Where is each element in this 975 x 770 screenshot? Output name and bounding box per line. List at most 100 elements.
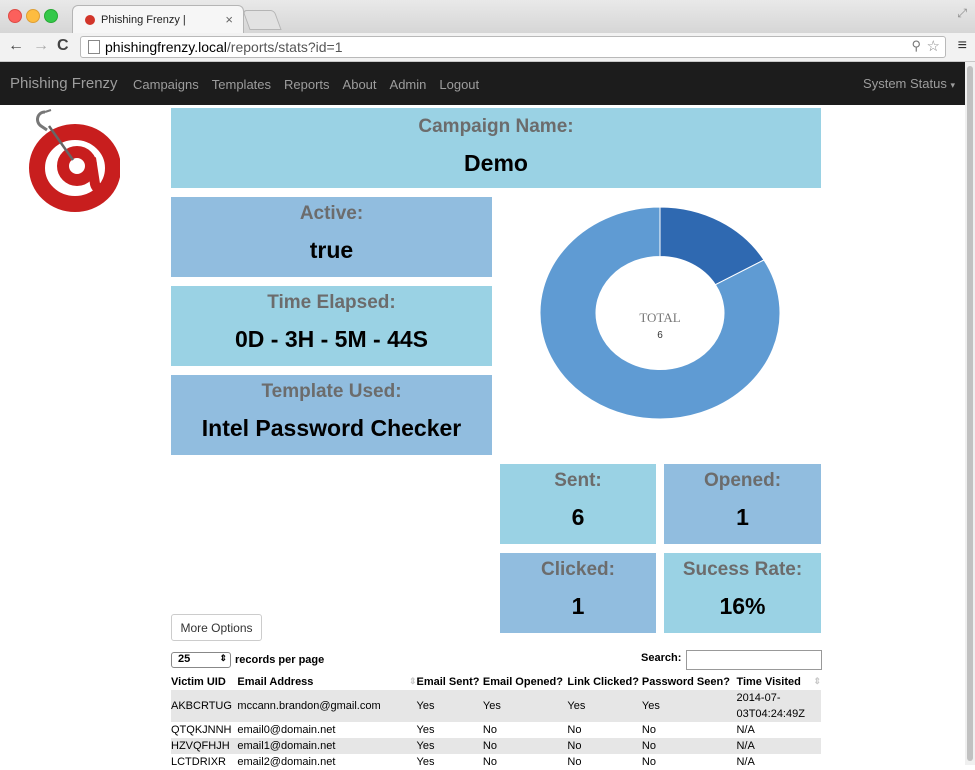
col-time-visited[interactable]: Time Visited ⇕ xyxy=(736,676,821,688)
table-header-row: Victim UID Email Address ⇕ Email Sent? E… xyxy=(171,674,821,690)
page-icon xyxy=(88,40,100,54)
bookmark-star-icon[interactable]: ☆ xyxy=(926,38,940,55)
zoom-icon[interactable]: ⚲ xyxy=(911,38,921,53)
col-link-clicked[interactable]: Link Clicked? xyxy=(567,676,639,688)
cell-password: Yes xyxy=(641,690,737,722)
active-value: true xyxy=(309,237,354,263)
fullscreen-icon[interactable]: ⤢ xyxy=(957,6,967,20)
success-rate-value: 16% xyxy=(719,593,766,619)
minimize-window-icon[interactable] xyxy=(26,9,40,23)
donut-slice-1 xyxy=(540,207,780,419)
cell-time: N/A xyxy=(736,756,755,768)
tab-close-icon[interactable]: × xyxy=(225,12,233,27)
close-window-icon[interactable] xyxy=(8,9,22,23)
tab-title: Phishing Frenzy | xyxy=(101,14,186,26)
campaign-name-value: Demo xyxy=(464,150,528,176)
cell-uid: HZVQFHJH xyxy=(171,738,238,754)
cell-sent: Yes xyxy=(416,756,435,768)
active-tile: Active: true xyxy=(171,197,492,277)
opened-value: 1 xyxy=(736,504,749,530)
url-text: phishingfrenzy.local/reports/stats?id=1 xyxy=(105,39,343,55)
nav-logout[interactable]: Logout xyxy=(439,77,480,92)
system-status-dropdown[interactable]: System Status ▾ xyxy=(863,76,955,91)
phishing-hook-logo-icon xyxy=(29,109,120,212)
cell-email: email0@domain.net xyxy=(237,724,336,736)
col-email-address[interactable]: Email Address ⇕ xyxy=(237,676,417,688)
table-row: HZVQFHJH email1@domain.net Yes No No No … xyxy=(171,738,821,754)
cell-opened: No xyxy=(482,738,568,754)
campaign-name-tile: Campaign Name: Demo xyxy=(171,108,821,188)
cell-time: N/A xyxy=(736,724,755,736)
cell-clicked: No xyxy=(567,756,582,768)
new-tab-button[interactable] xyxy=(242,10,282,30)
table-row: AKBCRTUG mccann.brandon@gmail.com Yes Ye… xyxy=(171,690,821,722)
active-label: Active: xyxy=(299,203,364,224)
sent-value: 6 xyxy=(571,504,585,530)
template-used-label: Template Used: xyxy=(261,381,402,402)
caret-down-icon: ▾ xyxy=(950,80,955,90)
back-icon[interactable]: ← xyxy=(8,37,24,54)
search-label: Search: xyxy=(641,652,682,664)
sort-icon: ⇕ xyxy=(408,676,417,686)
table-row: QTQKJNNH email0@domain.net Yes No No No … xyxy=(171,722,821,738)
cell-sent: Yes xyxy=(416,738,483,754)
cell-clicked: Yes xyxy=(567,690,642,722)
app-navbar: Phishing Frenzy Campaigns Templates Report… xyxy=(0,62,965,105)
cell-email: email2@domain.net xyxy=(237,756,336,768)
cell-password: No xyxy=(641,756,656,768)
cell-email: mccann.brandon@gmail.com xyxy=(237,690,417,722)
cell-uid: LCTDRIXR xyxy=(171,756,227,768)
browser-tabbar: Phishing Frenzy | × ⤢ xyxy=(0,0,975,34)
col-email-sent[interactable]: Email Sent? xyxy=(416,676,480,688)
scrollbar-thumb[interactable] xyxy=(967,66,973,761)
cell-time: N/A xyxy=(736,738,821,754)
cell-sent: Yes xyxy=(416,724,435,736)
page-scrollbar[interactable] xyxy=(965,62,975,765)
nav-about[interactable]: About xyxy=(342,77,377,92)
table-row: LCTDRIXR email2@domain.net Yes No No No … xyxy=(171,754,821,770)
cell-opened: No xyxy=(482,724,497,736)
cell-email: email1@domain.net xyxy=(237,738,417,754)
col-password-seen[interactable]: Password Seen? xyxy=(641,676,730,688)
select-arrows-icon: ⇕ xyxy=(219,653,227,663)
chart-center-label: TOTAL xyxy=(639,310,680,325)
clicked-label: Clicked: xyxy=(541,559,615,580)
more-options-button[interactable]: More Options xyxy=(171,614,262,641)
success-rate-label: Sucess Rate: xyxy=(682,559,803,580)
cell-time: 2014-07-03T04:24:49Z xyxy=(736,690,821,722)
nav-campaigns[interactable]: Campaigns xyxy=(133,77,199,92)
cell-opened: Yes xyxy=(482,690,568,722)
opened-label: Opened: xyxy=(703,470,782,491)
time-elapsed-tile: Time Elapsed: 0D - 3H - 5M - 44S xyxy=(171,286,492,366)
reload-icon[interactable]: C xyxy=(57,37,69,54)
page-length-select[interactable]: 25 ⇕ xyxy=(171,652,231,668)
address-bar[interactable]: phishingfrenzy.local/reports/stats?id=1 … xyxy=(80,36,946,58)
nav-links: Campaigns Templates Reports About Admin Logou… xyxy=(133,76,492,94)
cell-opened: No xyxy=(482,756,497,768)
nav-templates[interactable]: Templates xyxy=(211,77,272,92)
cell-sent: Yes xyxy=(416,690,483,722)
page-length-control: 25 ⇕ records per page xyxy=(171,652,324,668)
opened-tile: Opened: 1 xyxy=(664,464,821,544)
template-used-tile: Template Used: Intel Password Checker xyxy=(171,375,492,455)
sent-tile: Sent: 6 xyxy=(500,464,656,544)
nav-admin[interactable]: Admin xyxy=(389,77,427,92)
col-victim-uid[interactable]: Victim UID xyxy=(171,676,226,688)
chart-center-value: 6 xyxy=(657,330,663,341)
template-used-value: Intel Password Checker xyxy=(201,415,462,441)
browser-tab[interactable]: Phishing Frenzy | × xyxy=(72,5,244,34)
search-input[interactable] xyxy=(686,650,822,670)
browser-menu-icon[interactable]: ≡ xyxy=(957,37,967,54)
victims-table: Victim UID Email Address ⇕ Email Sent? E… xyxy=(171,674,821,770)
clicked-value: 1 xyxy=(571,593,585,619)
cell-clicked: No xyxy=(567,724,582,736)
forward-icon[interactable]: → xyxy=(33,37,49,54)
cell-password: No xyxy=(641,724,656,736)
cell-password: No xyxy=(641,738,737,754)
col-email-opened[interactable]: Email Opened? xyxy=(482,676,563,688)
maximize-window-icon[interactable] xyxy=(44,9,58,23)
nav-reports[interactable]: Reports xyxy=(284,77,330,92)
campaign-name-label: Campaign Name: xyxy=(418,116,574,137)
email-donut-chart: TOTAL 6 xyxy=(540,207,780,419)
brand-link[interactable]: Phishing Frenzy xyxy=(10,75,118,92)
